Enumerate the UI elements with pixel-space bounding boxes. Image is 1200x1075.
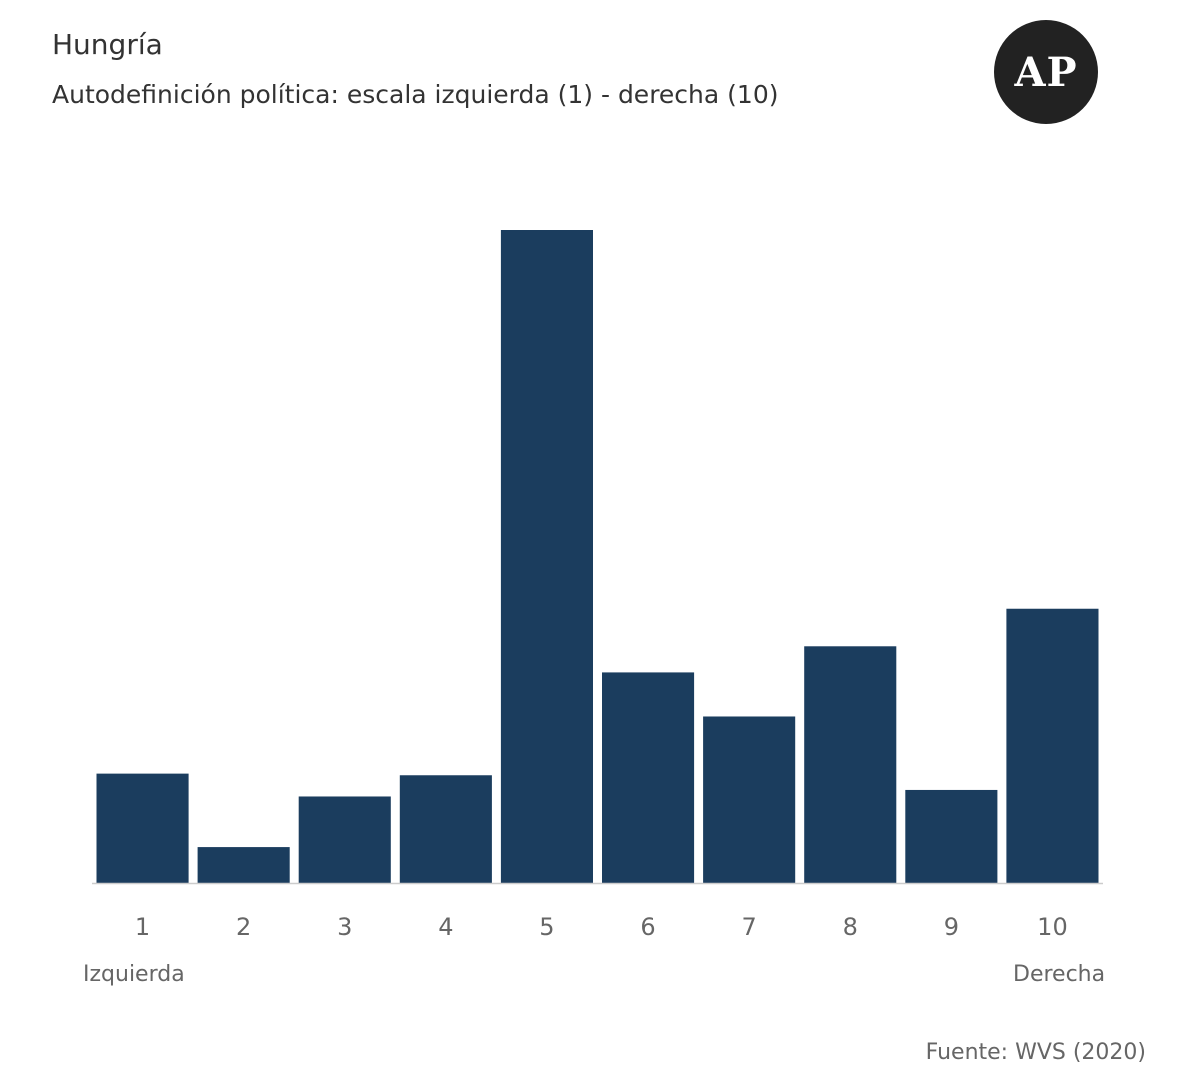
left-end-label: Izquierda	[83, 962, 185, 987]
x-tick-label: 9	[944, 913, 959, 941]
x-tick-label: 3	[337, 913, 352, 941]
bar-7	[703, 716, 796, 883]
bar-10	[1006, 608, 1099, 883]
x-tick-label: 10	[1037, 913, 1068, 941]
right-end-label: Derecha	[1013, 962, 1106, 987]
x-tick-label: 5	[539, 913, 554, 941]
bar-5	[500, 230, 593, 883]
x-tick-label: 8	[843, 913, 858, 941]
chart-subtitle: Autodefinición política: escala izquierd…	[52, 80, 779, 109]
bar-8	[804, 646, 897, 883]
ap-logo-text: AP	[1014, 48, 1078, 96]
bar-4	[399, 775, 492, 883]
x-tick-label: 2	[236, 913, 251, 941]
source-note: Fuente: WVS (2020)	[925, 1040, 1146, 1065]
bar-1	[96, 773, 189, 883]
x-tick-label: 6	[640, 913, 655, 941]
x-tick-label: 7	[742, 913, 757, 941]
ap-logo: AP	[994, 20, 1098, 124]
bar-2	[197, 847, 290, 883]
bar-3	[298, 796, 391, 883]
bar-9	[905, 789, 998, 883]
bar-6	[602, 672, 695, 883]
x-tick-label: 4	[438, 913, 453, 941]
chart-title: Hungría	[52, 28, 163, 61]
x-tick-label: 1	[135, 913, 150, 941]
